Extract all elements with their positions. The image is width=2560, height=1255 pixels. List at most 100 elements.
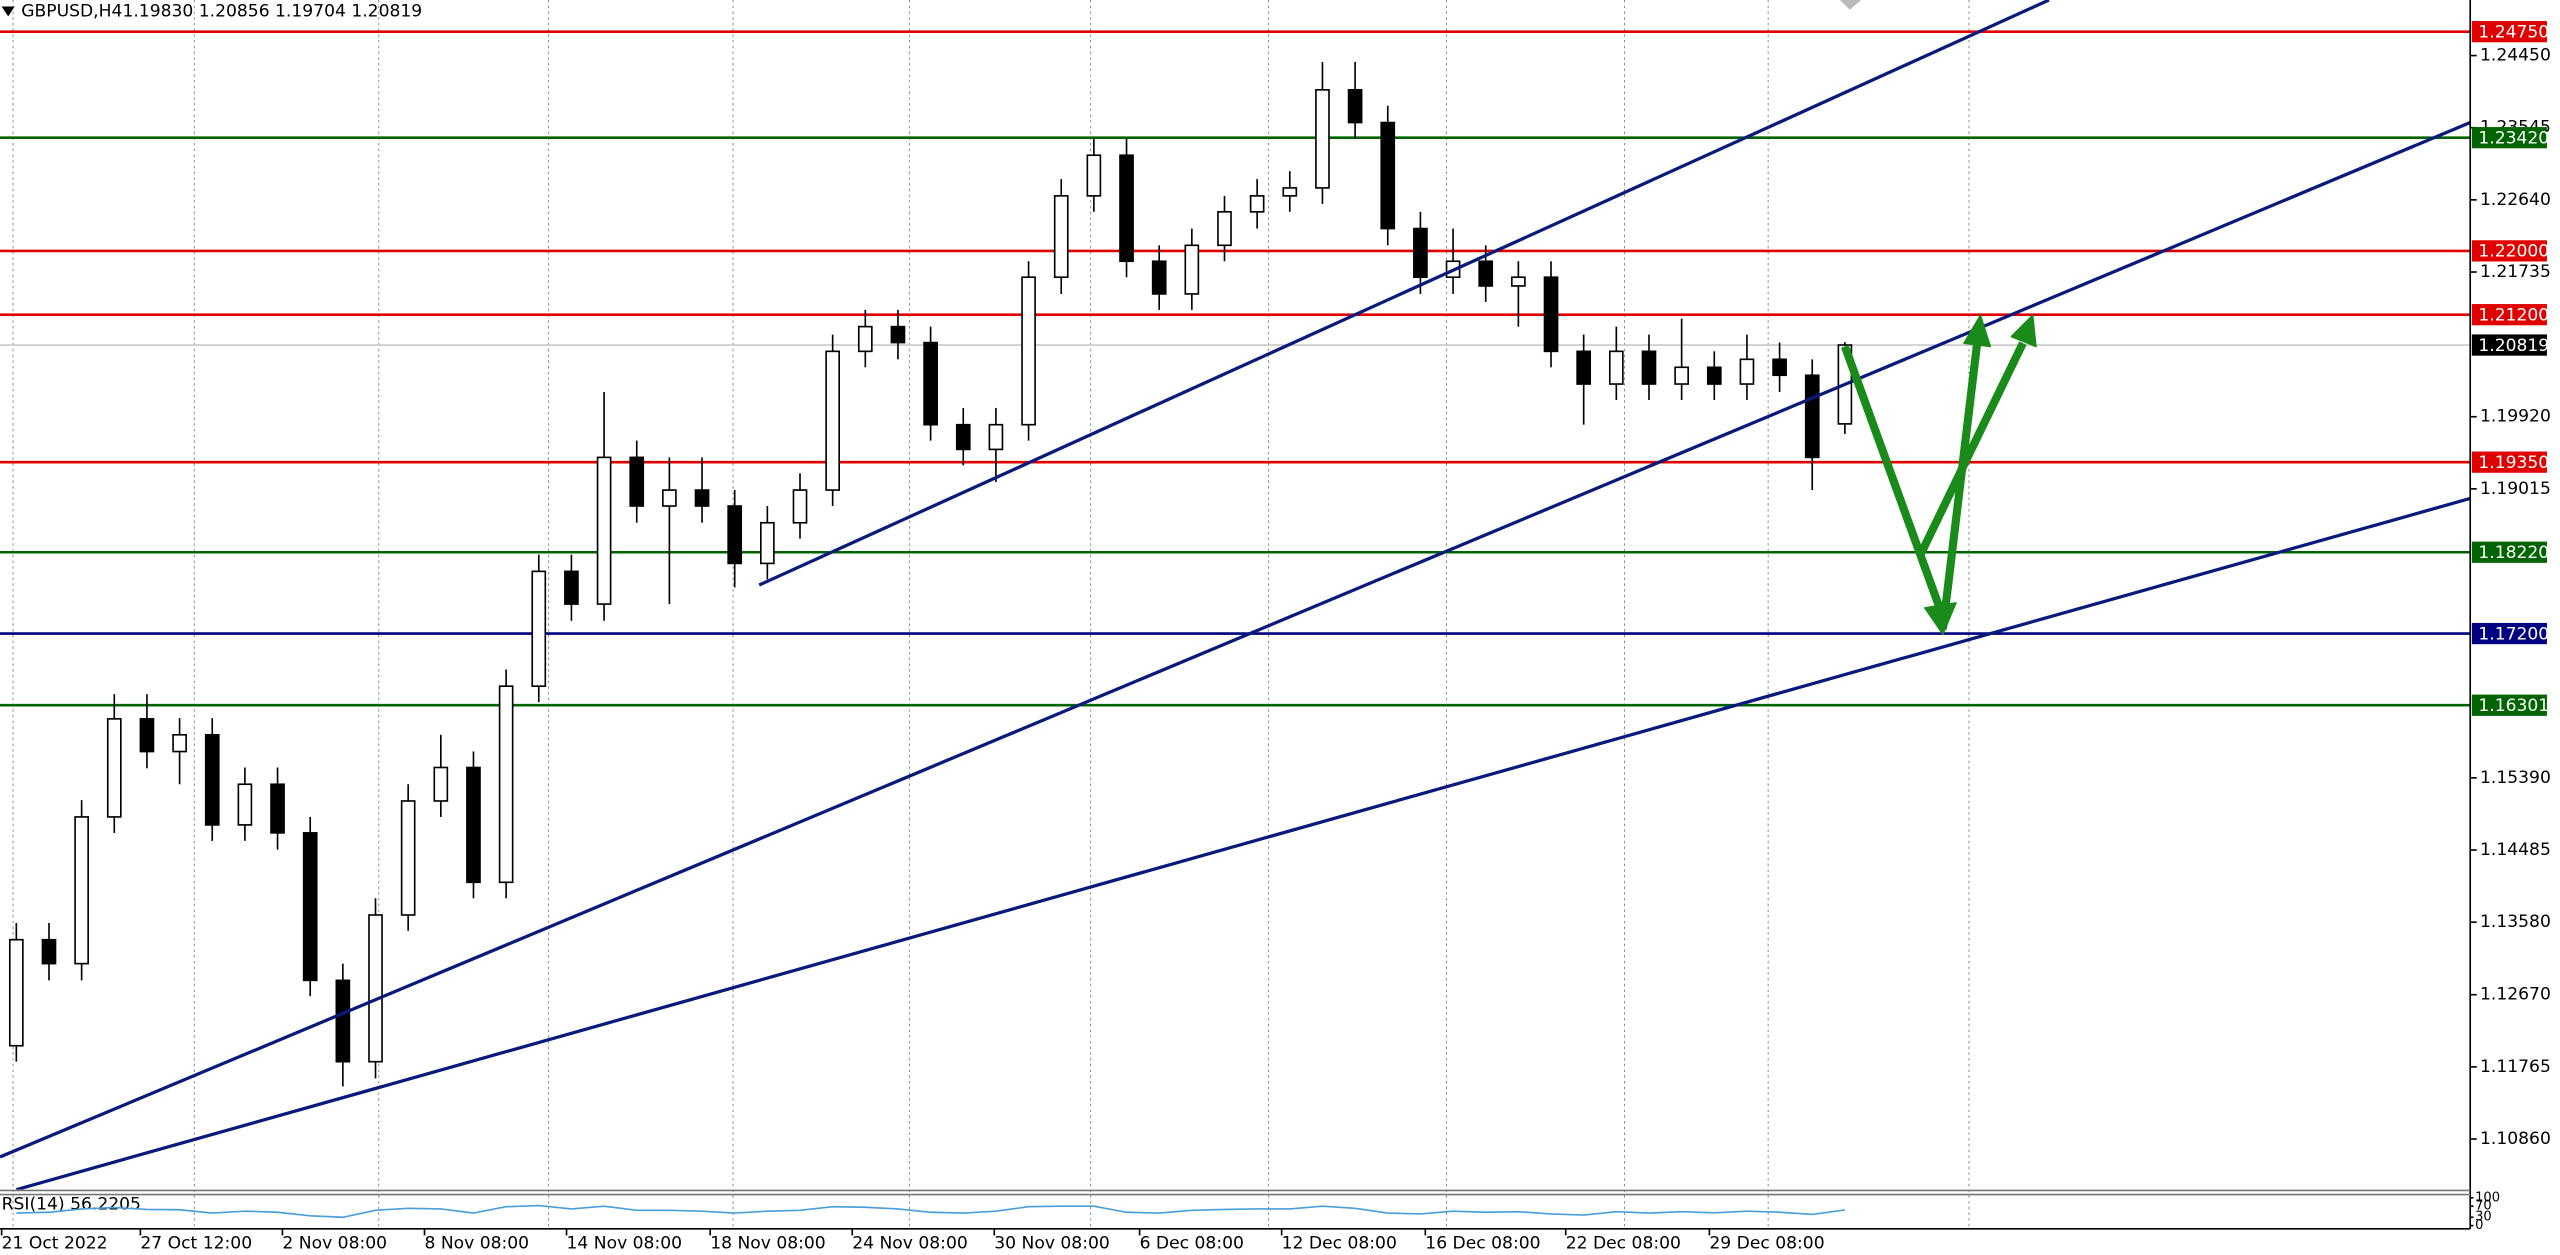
x-tick-label: 6 Dec 08:00 xyxy=(1140,1234,1244,1254)
candle-body xyxy=(41,938,57,965)
candle-body xyxy=(1184,244,1200,295)
candle-body xyxy=(1315,89,1330,189)
trendlines-layer xyxy=(0,0,2471,1190)
y-tick-label: 1.21735 xyxy=(2480,262,2551,282)
forecast-arrows xyxy=(1841,314,2037,635)
y-tick-label: 1.19015 xyxy=(2480,479,2551,499)
level-tag xyxy=(2471,334,2547,356)
level-label: 1.22000 xyxy=(2478,242,2549,262)
candle-body xyxy=(1249,195,1265,213)
y-tick-label: 1.19920 xyxy=(2480,407,2551,427)
candle-body xyxy=(498,685,514,884)
candle-body xyxy=(1739,358,1755,385)
rsi-label: RSI(14) 56.2205 xyxy=(2,1194,141,1214)
candle-body xyxy=(825,350,840,491)
level-label: 1.16301 xyxy=(2478,696,2549,716)
candle-body xyxy=(1151,260,1167,295)
arrow-down xyxy=(1841,345,1944,610)
level-tag xyxy=(2471,694,2547,716)
candle-body xyxy=(237,783,253,826)
x-tick-label: 2 Nov 08:00 xyxy=(282,1234,387,1254)
rsi-tick-label: 70 xyxy=(2475,1199,2492,1214)
x-tick-label: 14 Nov 08:00 xyxy=(567,1234,683,1254)
x-tick-label: 8 Nov 08:00 xyxy=(424,1234,529,1254)
candle-body xyxy=(1217,211,1232,247)
candle-body xyxy=(400,800,416,916)
rsi-line xyxy=(16,1204,1846,1219)
x-tick-label: 21 Oct 2022 xyxy=(2,1234,108,1254)
trend-line xyxy=(0,121,2471,1159)
candle-body xyxy=(1641,350,1657,385)
frame xyxy=(0,0,2472,1230)
candle-body xyxy=(1021,276,1036,426)
y-tick-label: 1.15390 xyxy=(2480,768,2551,788)
candle-body xyxy=(988,423,1004,451)
x-tick-label: 12 Dec 08:00 xyxy=(1282,1234,1397,1254)
candle-body xyxy=(792,489,808,524)
y-tick-label: 1.14485 xyxy=(2480,840,2551,860)
level-tag xyxy=(2471,240,2547,262)
y-tick-label: 1.11765 xyxy=(2480,1057,2551,1077)
level-label: 1.23420 xyxy=(2478,128,2549,148)
x-tick-label: 22 Dec 08:00 xyxy=(1566,1234,1681,1254)
candle-body xyxy=(1576,350,1592,385)
rsi-tick-label: 0 xyxy=(2475,1218,2483,1233)
level-tag xyxy=(2471,304,2547,326)
candle-body xyxy=(1086,154,1102,197)
candle-body xyxy=(662,489,677,507)
x-tick-label: 30 Nov 08:00 xyxy=(994,1234,1110,1254)
candle-body xyxy=(694,489,710,507)
levels-layer xyxy=(0,30,2471,707)
level-tag xyxy=(2471,451,2547,473)
y-tick-label: 1.22640 xyxy=(2480,190,2551,210)
candle-body xyxy=(74,816,89,965)
candle-body xyxy=(335,979,351,1063)
candle-body xyxy=(1347,89,1363,124)
candle-body xyxy=(1511,276,1526,287)
level-tag xyxy=(2471,21,2547,43)
x-tick-label: 16 Dec 08:00 xyxy=(1425,1234,1540,1254)
candle-body xyxy=(1772,358,1787,377)
candle-body xyxy=(1413,227,1428,279)
candle-body xyxy=(1053,195,1069,279)
symbol: GBPUSD,H4 xyxy=(21,1,122,21)
candle-body xyxy=(1608,350,1624,385)
candle-body xyxy=(1380,121,1396,230)
candle-body xyxy=(1119,154,1134,263)
x-tick-label: 27 Oct 12:00 xyxy=(140,1234,252,1254)
candle-body xyxy=(139,718,155,753)
level-label: 1.17200 xyxy=(2478,624,2549,644)
candle-body xyxy=(890,325,906,344)
y-tick-label: 1.24450 xyxy=(2480,46,2551,66)
candle-body xyxy=(857,325,873,353)
y-tick-label: 1.10860 xyxy=(2480,1129,2551,1149)
candles-layer xyxy=(8,61,1853,1087)
candle-body xyxy=(1706,366,1722,385)
arrow-up xyxy=(1916,341,2027,558)
trend-line xyxy=(758,0,2050,587)
shift-marker xyxy=(1840,0,1862,10)
candle-body xyxy=(923,341,938,426)
candle-body xyxy=(1674,366,1689,385)
candle-body xyxy=(8,938,24,1047)
x-tick-label: 29 Dec 08:00 xyxy=(1709,1234,1824,1254)
level-label: 1.24750 xyxy=(2478,22,2549,42)
trend-line xyxy=(15,496,2471,1190)
level-tag xyxy=(2471,127,2547,149)
candle-body xyxy=(1478,260,1494,287)
candle-body xyxy=(531,570,547,687)
candle-body xyxy=(1804,374,1820,459)
arrowhead xyxy=(1963,314,1992,348)
level-tag xyxy=(2471,622,2547,645)
candle-body xyxy=(302,832,318,982)
x-tick-label: 24 Nov 08:00 xyxy=(852,1234,968,1254)
level-tag xyxy=(2471,541,2547,563)
rsi-tick-label: 100 xyxy=(2475,1190,2500,1205)
level-label: 1.20819 xyxy=(2478,336,2549,356)
candle-body xyxy=(596,456,612,605)
x-tick-label: 18 Nov 08:00 xyxy=(710,1234,826,1254)
candle-body xyxy=(433,766,449,802)
